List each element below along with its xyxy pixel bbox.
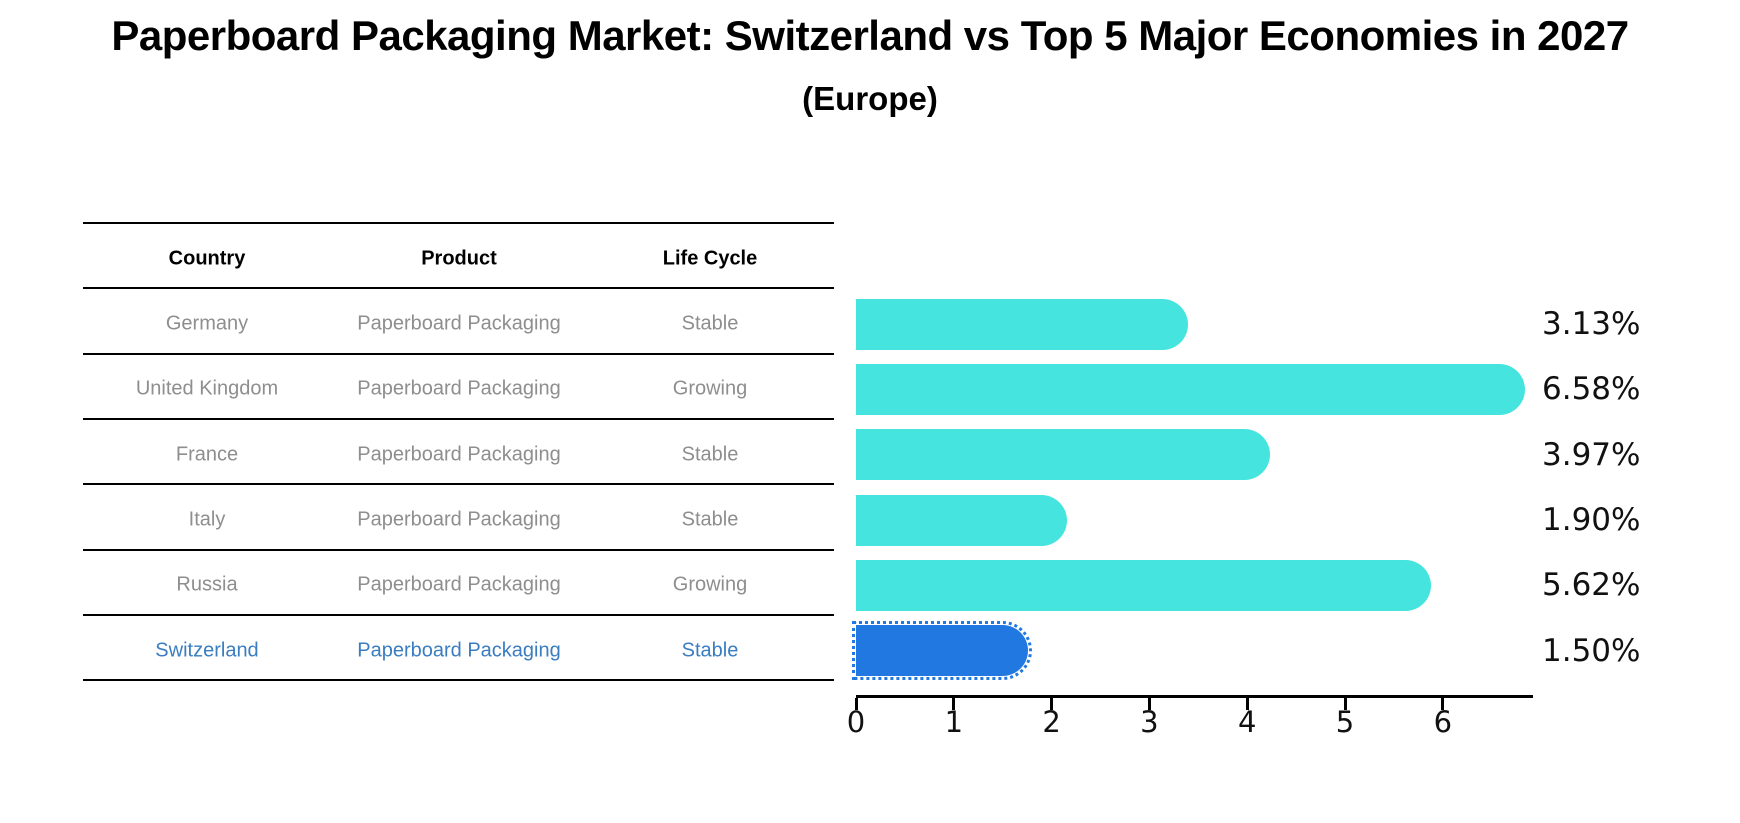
row-country: Italy — [188, 508, 226, 531]
x-axis-line — [856, 695, 1533, 698]
row-lifecycle: Growing — [672, 573, 748, 596]
table-line — [83, 418, 834, 421]
row-lifecycle: Stable — [681, 508, 739, 531]
table-header-life-cycle: Life Cycle — [662, 247, 758, 270]
row-lifecycle: Stable — [681, 443, 739, 466]
row-country: Switzerland — [155, 639, 259, 662]
value-label: 5.62% — [1542, 567, 1641, 604]
x-axis-tick — [1147, 698, 1151, 710]
table-line — [83, 352, 834, 355]
x-axis-tick-label: 3 — [1140, 705, 1159, 739]
row-product: Paperboard Packaging — [357, 639, 561, 662]
row-country: Germany — [165, 312, 249, 335]
row-lifecycle: Stable — [681, 312, 739, 335]
table-header-country: Country — [168, 247, 246, 270]
x-axis-tick — [1441, 698, 1445, 710]
chart-subtitle: (Europe) — [802, 80, 938, 117]
value-label: 1.50% — [1542, 632, 1641, 669]
x-axis-tick — [1245, 698, 1249, 710]
row-product: Paperboard Packaging — [357, 508, 561, 531]
table-line — [83, 679, 834, 682]
x-axis-tick-label: 4 — [1237, 705, 1257, 739]
table-line — [83, 483, 834, 486]
value-bar — [856, 429, 1270, 481]
value-label: 3.13% — [1542, 306, 1641, 343]
x-axis-tick-label: 2 — [1042, 705, 1061, 739]
row-product: Paperboard Packaging — [357, 312, 561, 335]
table-line — [83, 548, 834, 551]
row-product: Paperboard Packaging — [357, 443, 561, 466]
table-line — [83, 222, 834, 224]
table-line — [83, 287, 834, 290]
chart-title: Paperboard Packaging Market: Switzerland… — [111, 12, 1629, 59]
row-country: Russia — [176, 573, 238, 596]
value-label: 1.90% — [1542, 502, 1641, 539]
row-country: France — [175, 443, 239, 466]
x-axis-tick-label: 1 — [944, 705, 964, 739]
value-bar — [851, 621, 1033, 681]
table-line — [83, 614, 834, 617]
row-lifecycle: Stable — [681, 639, 739, 662]
table-header-product: Product — [421, 247, 497, 270]
x-axis-tick — [854, 698, 858, 710]
x-axis-tick-label: 6 — [1433, 705, 1453, 739]
x-axis-tick — [1343, 698, 1347, 710]
row-lifecycle: Growing — [672, 377, 748, 400]
value-bar — [856, 559, 1432, 611]
value-label: 3.97% — [1542, 436, 1641, 473]
value-bar — [856, 298, 1188, 350]
value-bar — [856, 494, 1068, 546]
value-label: 6.58% — [1542, 371, 1641, 408]
x-axis-tick — [1050, 698, 1054, 710]
row-product: Paperboard Packaging — [357, 573, 561, 596]
row-country: United Kingdom — [135, 377, 279, 400]
x-axis-tick — [952, 698, 956, 710]
row-product: Paperboard Packaging — [357, 377, 561, 400]
value-bar — [856, 363, 1526, 415]
x-axis-tick-label: 5 — [1335, 705, 1355, 739]
x-axis-tick-label: 0 — [846, 705, 866, 739]
